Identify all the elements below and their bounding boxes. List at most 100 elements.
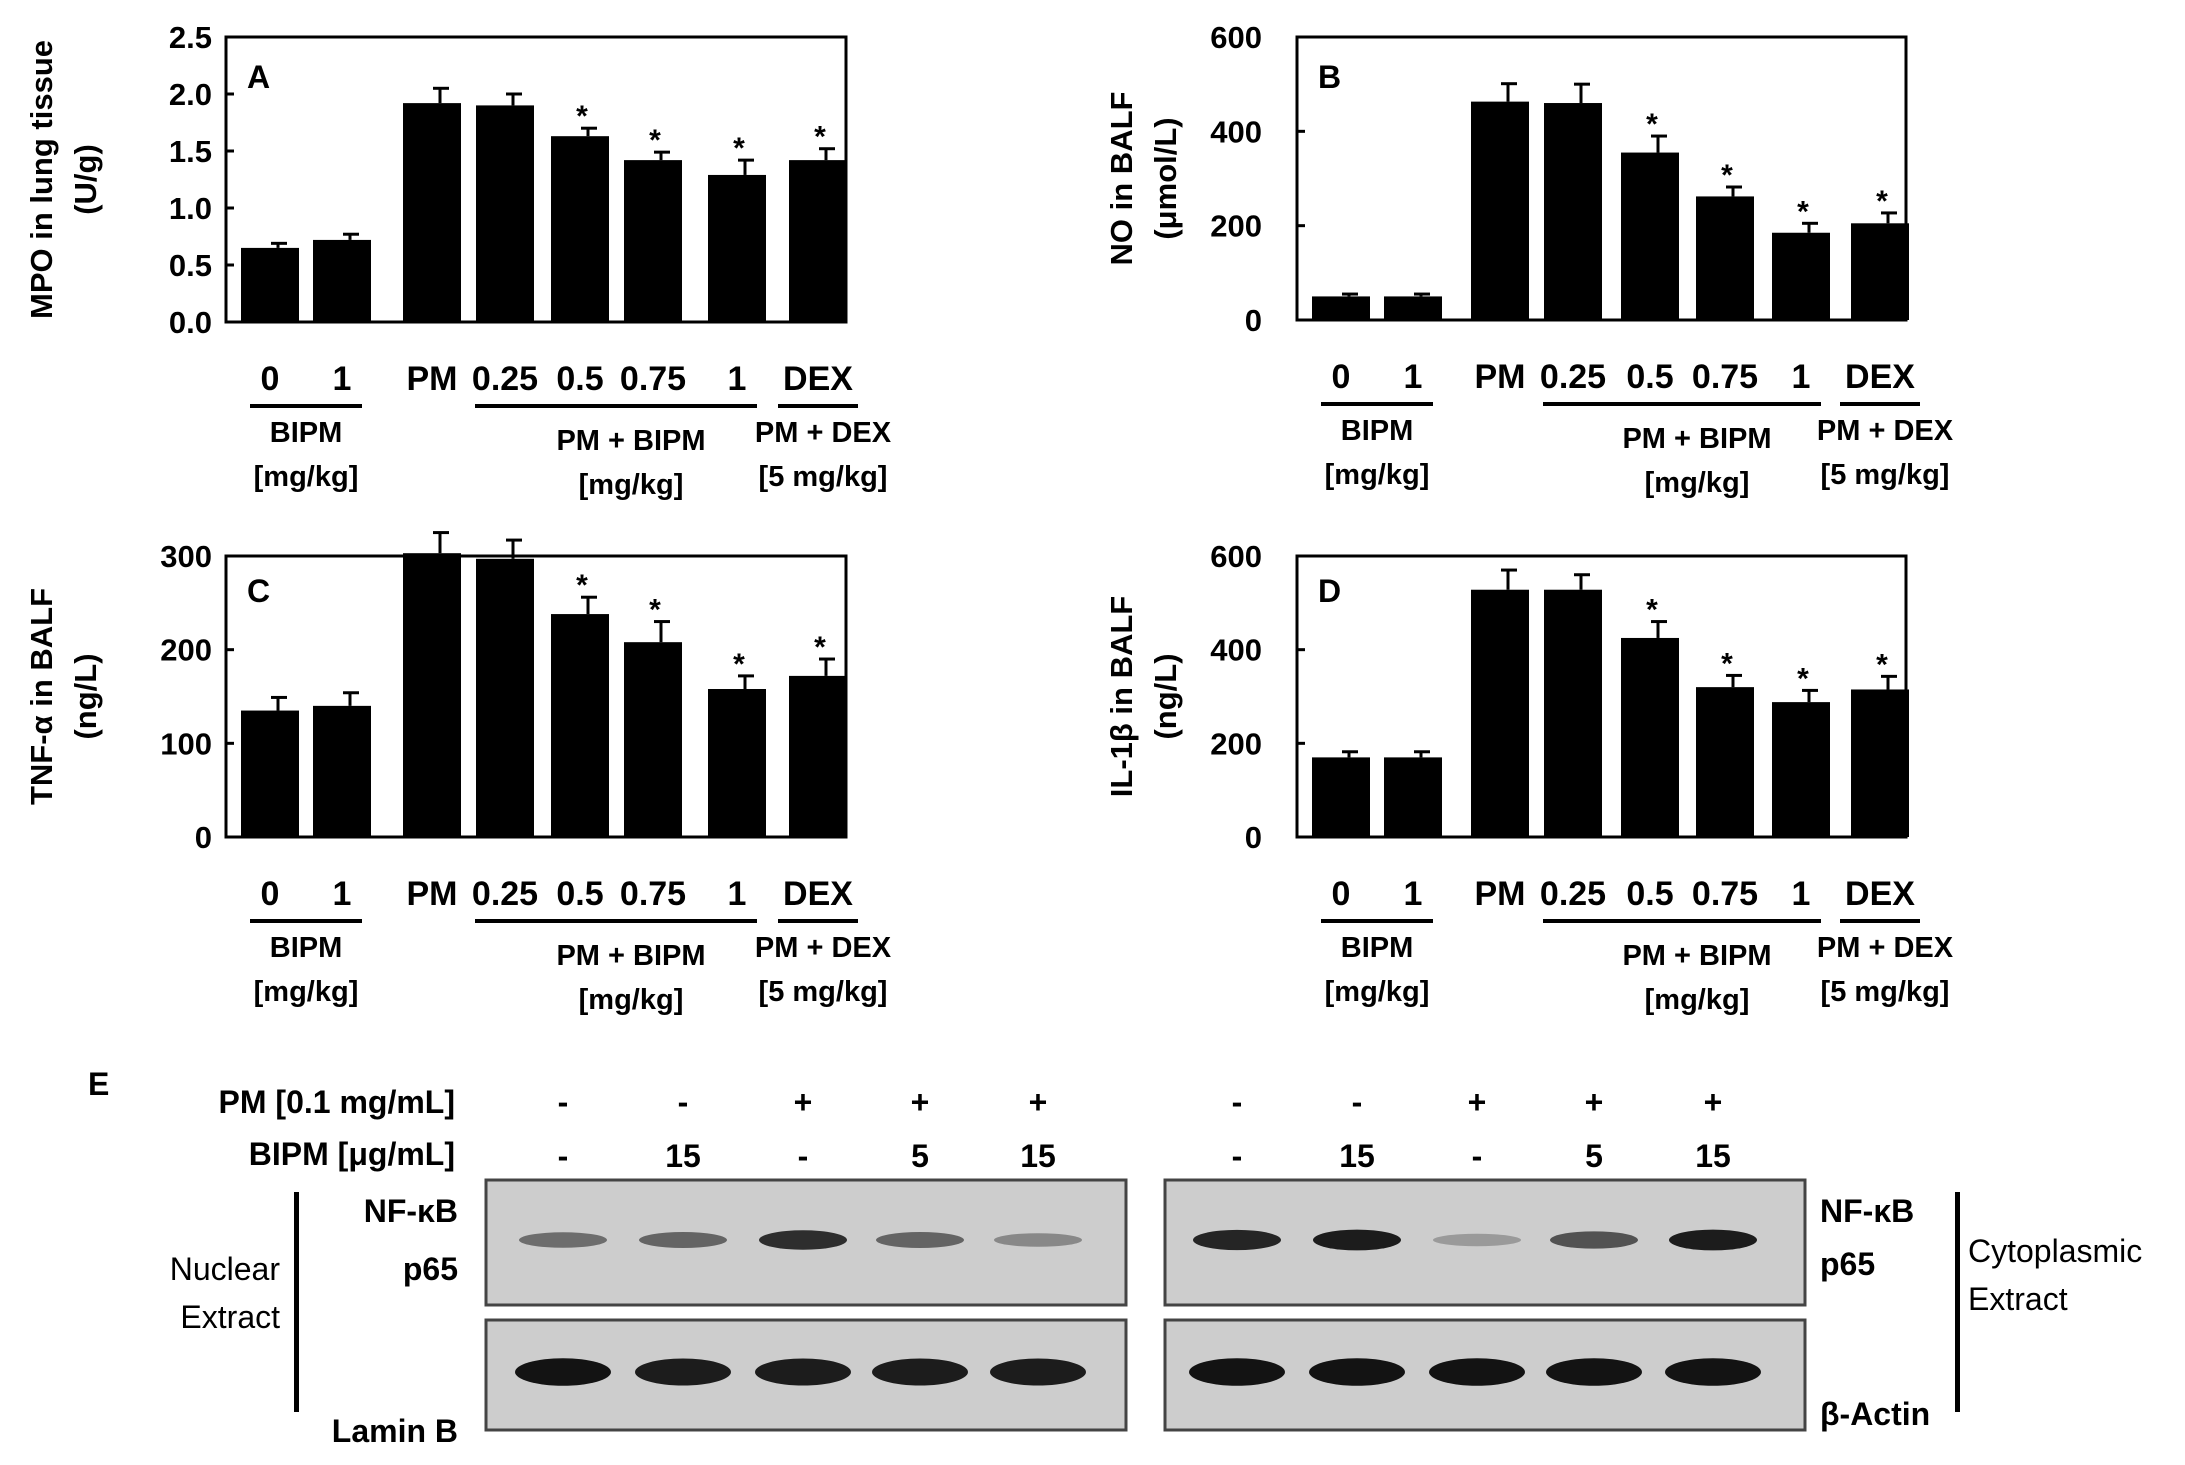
loading-control-band <box>1665 1358 1761 1386</box>
panel-a-bipm-unit-label: [mg/kg] <box>254 461 359 493</box>
cytoplasmic-side-label-2: Extract <box>1968 1281 2068 1317</box>
panel-d-category-label: DEX <box>1845 875 1915 913</box>
panel-d-ylabel-line2: (ng/L) <box>1148 653 1183 739</box>
bipm-treatment-value: 15 <box>1020 1138 1056 1174</box>
panel-c-pm-dex-group-label: PM + DEX <box>755 932 892 964</box>
pm-treatment-sign: - <box>558 1084 569 1120</box>
bipm-treatment-value: 5 <box>911 1138 929 1174</box>
panel-a-pm-dex-group-label: PM + DEX <box>755 417 892 449</box>
panel-d-bar <box>1312 757 1370 837</box>
panel-d-bar <box>1621 637 1679 837</box>
loading-control-band <box>1546 1358 1642 1386</box>
panel-b-pm-dex-unit-label: [5 mg/kg] <box>1821 459 1950 491</box>
panel-b-category-label: 1 <box>1792 358 1811 396</box>
panel-b-ytick-label: 400 <box>1210 114 1262 149</box>
panel-b-category-label: 0 <box>1332 358 1351 396</box>
panel-b-category-label: 0.25 <box>1540 358 1606 396</box>
cytoplasmic-control-label: β-Actin <box>1820 1396 1930 1432</box>
panel-c-bar <box>551 614 609 837</box>
panel-c-ylabel-line2: (ng/L) <box>68 653 103 739</box>
bipm-treatment-value: 15 <box>665 1138 701 1174</box>
nuclear-control-label: Lamin B <box>332 1413 458 1449</box>
panel-b-category-label: 0.5 <box>1626 358 1673 396</box>
panel-a-ytick-label: 1.5 <box>169 134 212 169</box>
loading-control-band <box>1429 1358 1525 1386</box>
nuclear-side-label-1: Nuclear <box>170 1251 281 1287</box>
panel-a-label: A <box>247 59 270 95</box>
panel-c-label: C <box>247 573 270 609</box>
treatment-rows: - - - 15 + - +5 +15 - - - 15 + - +5 +15 <box>558 1084 1731 1174</box>
panel-b-category-label: DEX <box>1845 358 1915 396</box>
panel-a-category-label: 1 <box>728 360 747 398</box>
pm-treatment-sign: + <box>911 1084 930 1120</box>
panel-c-significance-star: * <box>649 594 661 627</box>
panel-c-ylabel-line1: TNF-α in BALF <box>24 588 59 805</box>
panel-d-bar <box>1696 687 1754 837</box>
np65-band <box>1193 1229 1281 1251</box>
panel-d-category-label: PM <box>1475 875 1526 913</box>
panel-b-ylabel-line2: (μmol/L) <box>1148 117 1183 239</box>
panel-a-significance-star: * <box>814 121 826 154</box>
panel-a-ytick-label: 1.0 <box>169 191 212 226</box>
panel-c-bar <box>241 710 299 837</box>
panel-b-significance-star: * <box>1721 159 1733 192</box>
panel-d-pm-dex-unit-label: [5 mg/kg] <box>1821 976 1950 1008</box>
panel-d-significance-star: * <box>1646 594 1658 627</box>
np65-band <box>994 1233 1082 1247</box>
panel-d-category-label: 0 <box>1332 875 1351 913</box>
panel-c-ytick-label: 100 <box>160 726 212 761</box>
np65-band <box>876 1232 964 1248</box>
panel-b-ytick-label: 200 <box>1210 209 1262 244</box>
panel-a-bar <box>551 136 609 322</box>
panel-b-pm-bipm-unit-label: [mg/kg] <box>1645 467 1750 499</box>
panel-d-pm-bipm-unit-label: [mg/kg] <box>1645 984 1750 1016</box>
panel-d-ytick-label: 200 <box>1210 726 1262 761</box>
np65-band <box>1550 1231 1638 1249</box>
np65-band <box>1669 1229 1757 1251</box>
panel-c-bar <box>624 642 682 837</box>
panel-c-significance-star: * <box>733 648 745 681</box>
panel-b-significance-star: * <box>1646 108 1658 141</box>
cytoplasmic-target-label-2: p65 <box>1820 1246 1875 1282</box>
panel-c-bar <box>708 689 766 837</box>
bipm-treatment-value: 5 <box>1585 1138 1603 1174</box>
panel-b-ytick-label: 0 <box>1245 303 1262 338</box>
panel-b-bar <box>1621 152 1679 320</box>
panel-a-pm-bipm-group-label: PM + BIPM <box>556 425 705 457</box>
nuclear-bracket <box>294 1192 299 1412</box>
panel-c-category-label: 1 <box>728 875 747 913</box>
panel-a-bar <box>789 160 847 322</box>
panel-a-category-label: 0.25 <box>472 360 538 398</box>
panel-b-bar <box>1696 196 1754 320</box>
cytoplasmic-side-label-1: Cytoplasmic <box>1968 1233 2142 1269</box>
panel-d-significance-star: * <box>1797 662 1809 695</box>
panel-b-category-label: PM <box>1475 358 1526 396</box>
panel-b-chart: B 0 200 400 600 NO in BALF (μmol/L) * * * * 0 1 PM 0.2… <box>1104 20 1954 499</box>
np65-band <box>759 1230 847 1250</box>
panel-a-significance-star: * <box>733 132 745 165</box>
panel-d-category-label: 1 <box>1404 875 1423 913</box>
cytoplasmic-bands <box>1189 1229 1761 1386</box>
panel-b-pm-dex-group-label: PM + DEX <box>1817 415 1954 447</box>
panel-c-category-label: 0.5 <box>556 875 603 913</box>
panel-b-bar <box>1544 103 1602 321</box>
loading-control-band <box>872 1358 968 1386</box>
bipm-treatment-value: - <box>798 1138 809 1174</box>
panel-a-ytick-label: 0.0 <box>169 305 212 340</box>
panel-b-bar <box>1312 296 1370 320</box>
panel-a-category-label: DEX <box>783 360 853 398</box>
np65-band <box>639 1232 727 1248</box>
panel-c-pm-dex-unit-label: [5 mg/kg] <box>759 976 888 1008</box>
cytoplasmic-target-label-1: NF-κB <box>1820 1193 1914 1229</box>
panel-c-category-label: 0 <box>261 875 280 913</box>
np65-band <box>1433 1233 1521 1247</box>
panel-c-bar <box>313 705 371 837</box>
panel-d-ytick-label: 0 <box>1245 820 1262 855</box>
np65-band <box>519 1232 607 1248</box>
panel-c-bar <box>789 675 847 837</box>
panel-d-category-label: 1 <box>1792 875 1811 913</box>
panel-a-bar <box>476 105 534 323</box>
panel-b-category-label: 0.75 <box>1692 358 1758 396</box>
panel-a-ylabel-line2: (U/g) <box>68 144 103 215</box>
panel-b-bar <box>1851 223 1909 320</box>
